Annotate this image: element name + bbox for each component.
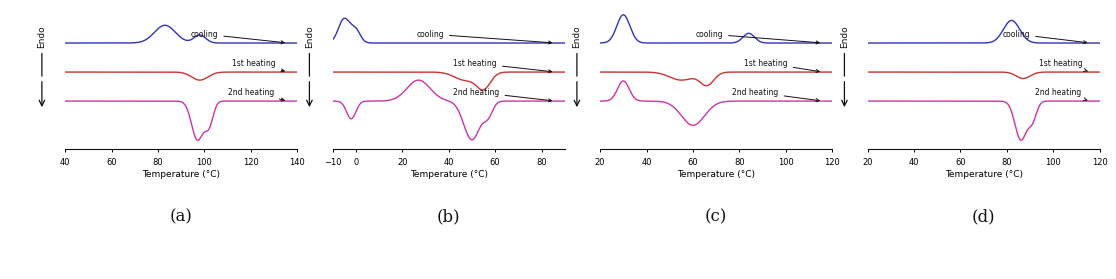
Text: 1st heating: 1st heating (232, 59, 285, 72)
Text: 1st heating: 1st heating (1039, 59, 1088, 71)
Text: cooling: cooling (695, 30, 819, 44)
X-axis label: Temperature (°C): Temperature (°C) (142, 170, 220, 179)
X-axis label: Temperature (°C): Temperature (°C) (677, 170, 756, 179)
Text: (d): (d) (972, 209, 995, 226)
Text: cooling: cooling (416, 30, 551, 44)
Text: (c): (c) (705, 209, 728, 226)
Text: Endo: Endo (305, 25, 314, 48)
Text: Endo: Endo (573, 25, 581, 48)
Text: 1st heating: 1st heating (453, 59, 551, 73)
Text: 1st heating: 1st heating (744, 59, 819, 73)
X-axis label: Temperature (°C): Temperature (°C) (945, 170, 1022, 179)
Text: cooling: cooling (1002, 30, 1087, 44)
Text: 2nd heating: 2nd heating (1035, 88, 1087, 101)
Text: 2nd heating: 2nd heating (732, 88, 819, 102)
Text: Endo: Endo (840, 25, 849, 48)
Text: 2nd heating: 2nd heating (453, 88, 551, 102)
Text: 2nd heating: 2nd heating (228, 88, 285, 101)
Text: (b): (b) (436, 209, 461, 226)
Text: (a): (a) (170, 209, 193, 226)
Text: Endo: Endo (38, 25, 47, 48)
X-axis label: Temperature (°C): Temperature (°C) (410, 170, 488, 179)
Text: cooling: cooling (191, 30, 285, 44)
